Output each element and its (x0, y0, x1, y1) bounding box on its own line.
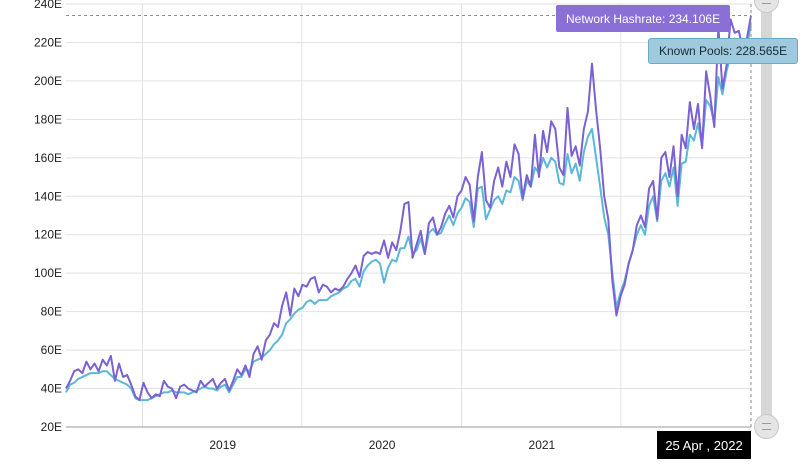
y-tick-label: 180E (34, 112, 62, 126)
date-tooltip: 25 Apr , 2022 (657, 431, 751, 459)
y-tick-label: 60E (41, 343, 62, 357)
y-tick-label: 20E (41, 420, 62, 434)
x-tick-labels: 2019 2020 2021 (209, 438, 555, 452)
y-tick-label: 200E (34, 74, 62, 88)
network-hashrate-line (65, 15, 752, 402)
y-tick-label: 100E (34, 266, 62, 280)
y-tick-label: 160E (34, 151, 62, 165)
x-gridlines (141, 4, 622, 427)
network-hashrate-tooltip: Network Hashrate: 234.106E (556, 5, 731, 32)
y-tick-label: 220E (34, 35, 62, 49)
y-tick-label: 80E (41, 305, 62, 319)
x-tick-label: 2019 (209, 438, 236, 452)
known-pools-line (65, 24, 752, 402)
x-tick-label: 2021 (529, 438, 556, 452)
x-tick-label: 2020 (369, 438, 396, 452)
y-tick-label: 240E (34, 0, 62, 11)
series-layer (65, 15, 752, 402)
range-end-handle[interactable] (754, 414, 779, 439)
y-tick-label: 40E (41, 382, 62, 396)
grip-lines-icon (762, 423, 771, 430)
known-pools-tooltip: Known Pools: 228.565E (648, 38, 799, 64)
time-range-scrollbar-track[interactable] (761, 0, 772, 432)
y-tick-label: 140E (34, 189, 62, 203)
y-tick-label: 120E (34, 228, 62, 242)
y-tick-labels: 20E 40E 60E 80E 100E 120E 140E 160E 180E 200E 220E… (34, 0, 62, 434)
y-gridlines (66, 3, 751, 390)
grip-lines-icon (762, 0, 771, 4)
